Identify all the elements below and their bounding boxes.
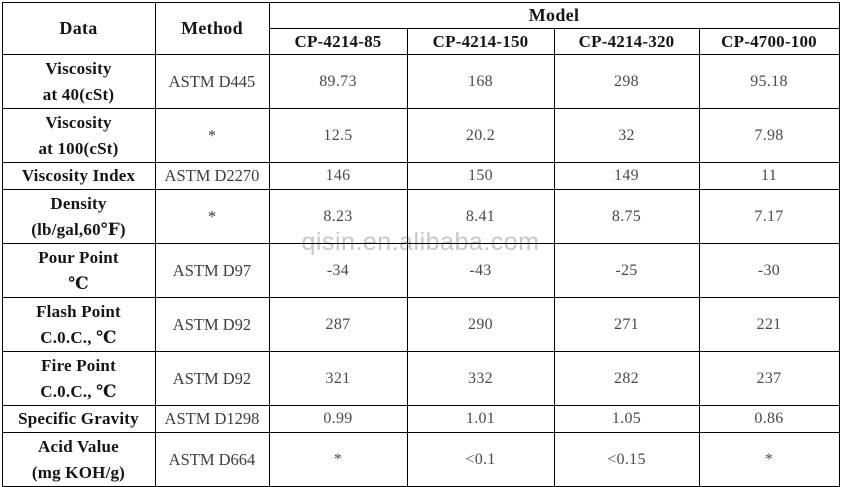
row-label: Pour Point ℃ (1, 243, 156, 298)
method-cell: ASTM D445 (154, 54, 270, 109)
table-row-viscosity-100: Viscosity at 100(cSt) * 12.5 20.2 32 7.9… (1, 108, 840, 163)
row-label: Acid Value (mg KOH/g) (1, 432, 156, 487)
row-label: Viscosity at 100(cSt) (1, 108, 156, 163)
value-cell: 149 (553, 162, 700, 190)
value-cell: 12.5 (268, 108, 408, 163)
value-cell: * (268, 432, 408, 487)
value-cell: 0.99 (268, 405, 408, 433)
model-column-cp-4214-85: CP-4214-85 (268, 28, 408, 55)
value-cell: 95.18 (698, 54, 840, 109)
value-cell: <0.15 (553, 432, 700, 487)
model-column-cp-4214-150: CP-4214-150 (406, 28, 555, 55)
value-cell: 20.2 (406, 108, 555, 163)
value-cell: 0.86 (698, 405, 840, 433)
value-cell: 298 (553, 54, 700, 109)
row-label: Fire Point C.0.C., ℃ (1, 351, 156, 406)
method-cell: ASTM D97 (154, 243, 270, 298)
value-cell: 146 (268, 162, 408, 190)
table-row-pour-point: Pour Point ℃ ASTM D97 -34 -43 -25 -30 (1, 243, 840, 298)
model-column-cp-4214-320: CP-4214-320 (553, 28, 700, 55)
header-row-model-names: CP-4214-85 CP-4214-150 CP-4214-320 CP-47… (2, 28, 840, 55)
value-cell: 32 (553, 108, 700, 163)
value-cell: 7.17 (698, 189, 840, 244)
model-column-cp-4700-100: CP-4700-100 (698, 28, 840, 55)
value-cell: 150 (406, 162, 555, 190)
value-cell: 7.98 (698, 108, 840, 163)
value-cell: 89.73 (268, 54, 408, 109)
method-cell: ASTM D2270 (154, 162, 270, 190)
value-cell: 168 (406, 54, 555, 109)
method-cell: ASTM D664 (154, 432, 270, 487)
method-cell: ASTM D1298 (154, 405, 270, 433)
row-label: Flash Point C.0.C., ℃ (1, 297, 156, 352)
value-cell: * (698, 432, 840, 487)
table-row-viscosity-index: Viscosity Index ASTM D2270 146 150 149 1… (1, 162, 840, 190)
header-row-model: Data Method Model (1, 2, 840, 55)
value-cell: 271 (553, 297, 700, 352)
column-header-model: Model (268, 2, 840, 29)
row-label: Density (lb/gal,60℉) (1, 189, 156, 244)
method-cell: ASTM D92 (154, 351, 270, 406)
value-cell: 1.05 (553, 405, 700, 433)
value-cell: 8.75 (553, 189, 700, 244)
table-row-fire-point: Fire Point C.0.C., ℃ ASTM D92 321 332 28… (1, 351, 840, 406)
method-cell: ASTM D92 (154, 297, 270, 352)
row-label: Viscosity at 40(cSt) (1, 54, 156, 109)
method-cell: * (154, 108, 270, 163)
value-cell: -43 (406, 243, 555, 298)
table-row-acid-value: Acid Value (mg KOH/g) ASTM D664 * <0.1 <… (1, 432, 840, 487)
value-cell: 221 (698, 297, 840, 352)
row-label: Specific Gravity (1, 405, 156, 433)
value-cell: 321 (268, 351, 408, 406)
value-cell: -30 (698, 243, 840, 298)
value-cell: 290 (406, 297, 555, 352)
table-row-specific-gravity: Specific Gravity ASTM D1298 0.99 1.01 1.… (1, 405, 840, 433)
value-cell: 8.23 (268, 189, 408, 244)
value-cell: 1.01 (406, 405, 555, 433)
value-cell: 282 (553, 351, 700, 406)
table-row-density: Density (lb/gal,60℉) * 8.23 8.41 8.75 7.… (1, 189, 840, 244)
value-cell: <0.1 (406, 432, 555, 487)
value-cell: 332 (406, 351, 555, 406)
value-cell: 237 (698, 351, 840, 406)
table-row-viscosity-40: Viscosity at 40(cSt) ASTM D445 89.73 168… (1, 54, 840, 109)
column-header-method: Method (154, 2, 270, 55)
table-row-flash-point: Flash Point C.0.C., ℃ ASTM D92 287 290 2… (1, 297, 840, 352)
row-label: Viscosity Index (1, 162, 156, 190)
value-cell: 287 (268, 297, 408, 352)
column-header-data: Data (1, 2, 156, 55)
value-cell: 11 (698, 162, 840, 190)
value-cell: -34 (268, 243, 408, 298)
method-cell: * (154, 189, 270, 244)
value-cell: -25 (553, 243, 700, 298)
value-cell: 8.41 (406, 189, 555, 244)
